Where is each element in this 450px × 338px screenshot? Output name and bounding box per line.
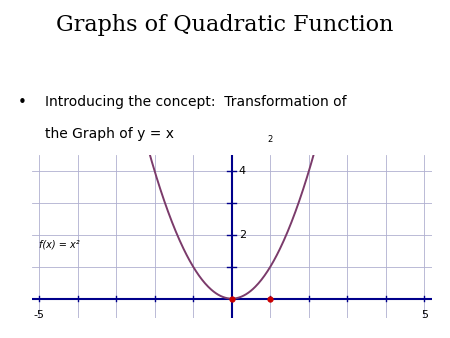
Text: 5: 5 <box>421 310 428 320</box>
Text: Graphs of Quadratic Function: Graphs of Quadratic Function <box>56 14 394 35</box>
Text: 4: 4 <box>238 166 246 176</box>
Text: •: • <box>18 95 27 110</box>
Text: -5: -5 <box>34 310 45 320</box>
Text: 2: 2 <box>238 230 246 240</box>
Text: 2: 2 <box>268 135 273 144</box>
Text: the Graph of y = x: the Graph of y = x <box>45 127 174 141</box>
Text: Introducing the concept:  Transformation of: Introducing the concept: Transformation … <box>45 95 346 108</box>
Text: f(x) = x²: f(x) = x² <box>39 240 80 249</box>
